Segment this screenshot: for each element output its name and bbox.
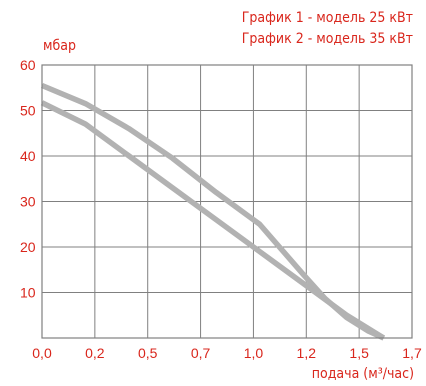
y-tick-label: 50: [20, 103, 36, 119]
x-tick-label: 0,7: [191, 345, 211, 361]
chart-series: [40, 82, 386, 341]
x-tick-label: 1,7: [402, 345, 422, 361]
y-tick-label: 60: [20, 57, 36, 73]
x-tick-label: 1,0: [244, 345, 264, 361]
x-tick-label: 1,5: [349, 345, 369, 361]
chart-grid: [42, 65, 412, 338]
y-tick-label: 20: [20, 239, 36, 255]
series-line-2: [40, 82, 385, 341]
y-tick-label: 10: [20, 285, 36, 301]
y-tick-label: 30: [20, 194, 36, 210]
x-tick-label: 0,2: [85, 345, 105, 361]
legend-entry-1: График 1 - модель 25 кВт: [241, 10, 413, 26]
y-tick-label: 40: [20, 148, 36, 164]
x-tick-label: 0,0: [32, 345, 52, 361]
x-axis-ticks: 0,0 0,2 0,5 0,7 1,0 1,2 1,5 1,7: [32, 345, 422, 361]
chart-legend: График 1 - модель 25 кВт График 2 - моде…: [242, 8, 413, 50]
x-tick-label: 1,2: [297, 345, 317, 361]
x-tick-label: 0,5: [138, 345, 158, 361]
y-axis-unit-label: мбар: [43, 38, 76, 54]
y-axis-ticks: 10 20 30 40 50 60: [20, 57, 36, 301]
x-axis-label: подача (м³/час): [311, 366, 414, 382]
legend-entry-2: График 2 - модель 35 кВт: [241, 31, 413, 47]
plot-frame: [41, 64, 413, 339]
chart-frame: [41, 64, 413, 339]
